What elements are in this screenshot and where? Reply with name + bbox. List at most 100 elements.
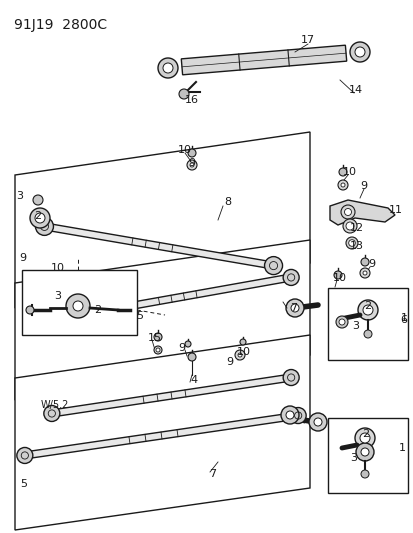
Text: 10: 10: [342, 167, 356, 177]
Circle shape: [158, 58, 178, 78]
Text: 9: 9: [19, 253, 26, 263]
Text: 3: 3: [350, 453, 357, 463]
Text: W/5.2: W/5.2: [41, 400, 69, 410]
Text: 1: 1: [399, 313, 406, 323]
Text: 1: 1: [398, 443, 404, 453]
Polygon shape: [27, 413, 295, 458]
Circle shape: [188, 149, 195, 157]
Circle shape: [36, 217, 53, 236]
Circle shape: [178, 89, 189, 99]
Polygon shape: [55, 375, 288, 416]
Circle shape: [349, 42, 369, 62]
Text: 7: 7: [290, 303, 297, 313]
Text: 10: 10: [178, 145, 192, 155]
Circle shape: [185, 341, 190, 347]
Text: 4: 4: [190, 375, 197, 385]
Circle shape: [338, 319, 344, 325]
Circle shape: [359, 433, 369, 443]
Polygon shape: [15, 240, 309, 400]
Text: 15: 15: [147, 333, 161, 343]
Circle shape: [360, 448, 368, 456]
Circle shape: [340, 183, 344, 187]
Circle shape: [188, 353, 195, 361]
Text: 9: 9: [368, 259, 375, 269]
Circle shape: [154, 333, 161, 341]
Circle shape: [360, 470, 368, 478]
Circle shape: [240, 339, 245, 345]
Circle shape: [340, 205, 354, 219]
Text: 2: 2: [34, 211, 41, 221]
Circle shape: [280, 406, 298, 424]
Circle shape: [69, 308, 85, 324]
Circle shape: [35, 213, 45, 223]
Circle shape: [335, 316, 347, 328]
Circle shape: [348, 240, 354, 246]
Circle shape: [342, 219, 356, 233]
Circle shape: [237, 353, 242, 357]
Circle shape: [359, 268, 369, 278]
Circle shape: [235, 350, 244, 360]
Text: 8: 8: [224, 197, 231, 207]
Text: 17: 17: [300, 35, 314, 45]
Text: 9: 9: [226, 357, 233, 367]
Circle shape: [73, 301, 83, 311]
Circle shape: [285, 411, 293, 419]
Text: 10: 10: [332, 273, 346, 283]
Circle shape: [26, 306, 34, 314]
Circle shape: [313, 418, 321, 426]
Text: 10: 10: [51, 263, 65, 273]
Text: 5: 5: [136, 311, 143, 321]
Text: 6: 6: [399, 315, 406, 325]
Text: 2: 2: [94, 305, 101, 315]
Circle shape: [163, 63, 173, 73]
Text: 10: 10: [236, 347, 250, 357]
Circle shape: [345, 222, 353, 230]
Polygon shape: [47, 223, 270, 269]
Circle shape: [363, 330, 371, 338]
Circle shape: [354, 47, 364, 57]
Circle shape: [308, 413, 326, 431]
Text: 14: 14: [348, 85, 362, 95]
Text: 13: 13: [349, 241, 363, 251]
Circle shape: [338, 168, 346, 176]
Text: 7: 7: [209, 469, 216, 479]
Circle shape: [154, 346, 161, 354]
Polygon shape: [79, 274, 288, 318]
Bar: [22, 270, 137, 335]
Circle shape: [156, 348, 159, 352]
Polygon shape: [181, 45, 346, 75]
Circle shape: [360, 258, 368, 266]
Circle shape: [354, 428, 374, 448]
Circle shape: [33, 195, 43, 205]
Text: 16: 16: [185, 95, 199, 105]
Circle shape: [345, 237, 357, 249]
Circle shape: [30, 208, 50, 228]
Circle shape: [290, 304, 298, 312]
Circle shape: [357, 300, 377, 320]
Circle shape: [362, 271, 366, 275]
Bar: [327, 288, 407, 360]
Circle shape: [285, 299, 303, 317]
Circle shape: [344, 208, 351, 215]
Text: 3: 3: [351, 321, 358, 331]
Circle shape: [187, 160, 197, 170]
Circle shape: [362, 305, 372, 315]
Text: 9: 9: [188, 158, 195, 168]
Text: 3: 3: [55, 291, 62, 301]
Circle shape: [282, 369, 299, 385]
Polygon shape: [15, 132, 309, 308]
Text: 2: 2: [361, 429, 369, 439]
Circle shape: [264, 256, 282, 274]
Text: 2: 2: [363, 301, 370, 311]
Circle shape: [44, 406, 60, 422]
Circle shape: [282, 270, 299, 286]
Text: 11: 11: [388, 205, 402, 215]
Text: 12: 12: [349, 223, 363, 233]
Text: 91J19  2800C: 91J19 2800C: [14, 18, 107, 32]
Circle shape: [190, 163, 194, 167]
Circle shape: [17, 448, 33, 464]
Bar: [327, 418, 407, 493]
Circle shape: [66, 294, 90, 318]
Text: 5: 5: [21, 479, 27, 489]
Text: 9: 9: [178, 343, 185, 353]
